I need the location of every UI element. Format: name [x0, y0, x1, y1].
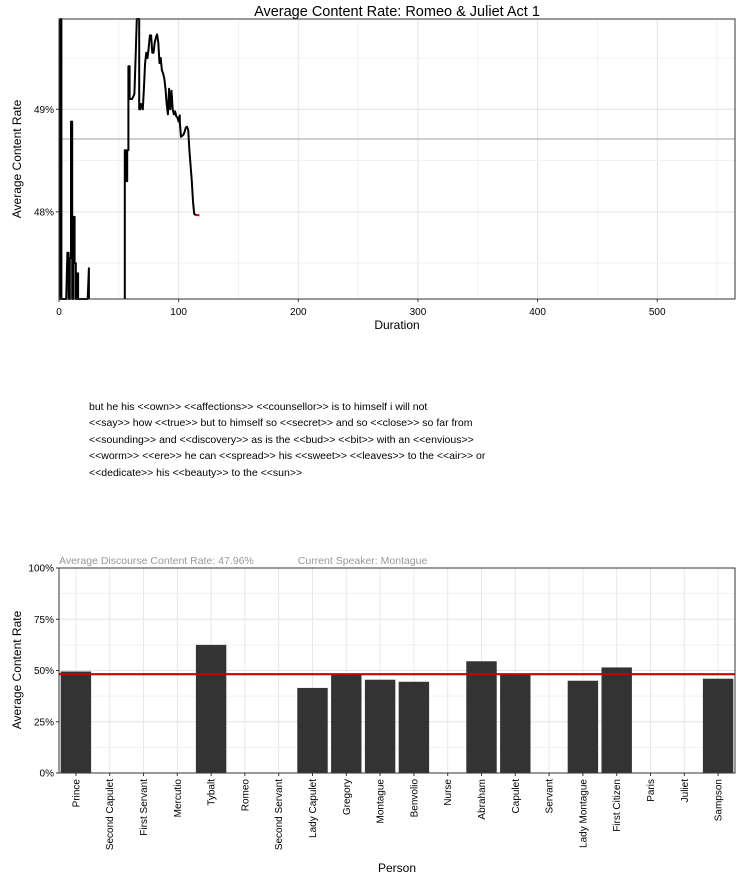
bottom-x-tick-label: Second Capulet	[105, 779, 116, 850]
bottom-x-tick-label: Nurse	[443, 779, 454, 806]
top-x-tick-label: 0	[56, 307, 62, 318]
bottom-x-tick-label: Lady Capulet	[308, 779, 319, 838]
discourse-rate-label: Average Discourse Content Rate: 47.96%	[59, 555, 254, 567]
bottom-y-tick-label: 75%	[34, 615, 54, 626]
top-x-axis-label: Duration	[374, 318, 419, 332]
top-y-axis: 48% 49%	[34, 105, 59, 218]
top-x-tick-label: 300	[410, 307, 427, 318]
top-plot-border	[58, 18, 736, 300]
top-y-tick-label: 49%	[34, 105, 54, 116]
bar-lady-montague	[567, 680, 599, 773]
bar-gregory	[331, 673, 362, 773]
bottom-x-tick-label: Gregory	[342, 779, 353, 815]
bar-first-citizen	[601, 667, 632, 773]
bottom-y-tick-label: 0%	[40, 769, 55, 780]
bottom-x-tick-label: Servant	[545, 779, 556, 814]
bottom-x-tick-label: Second Servant	[274, 779, 285, 850]
bottom-x-tick-label: Lady Montague	[578, 779, 589, 848]
top-line-chart: Average Content Rate: Romeo & Juliet Act…	[10, 4, 736, 332]
bottom-x-tick-label: Abraham	[477, 779, 488, 820]
top-x-tick-label: 400	[529, 307, 546, 318]
bottom-y-axis-label: Average Content Rate	[10, 610, 24, 729]
top-series-line-2	[123, 18, 197, 299]
bottom-x-axis: Prince Second Capulet First Servant Mercuti…	[71, 773, 725, 850]
top-x-axis: 0 100 200 300 400 500	[56, 299, 666, 318]
bar-montague	[364, 679, 396, 773]
speech-line: <<worm>> <<ere>> he can <<spread>> his <…	[89, 450, 486, 463]
bar-sampson	[702, 678, 734, 773]
bottom-chart-bars	[60, 644, 734, 773]
bottom-x-tick-label: First Servant	[139, 779, 150, 836]
bottom-x-tick-label: Mercutio	[173, 779, 184, 818]
bottom-x-tick-label: First Citizen	[612, 779, 623, 832]
speech-text-block: but he his <<own>> <<affections>> <<coun…	[89, 399, 529, 481]
top-x-tick-label: 500	[649, 307, 666, 318]
bottom-y-tick-label: 25%	[34, 717, 54, 728]
top-series-line-1	[59, 18, 90, 300]
speech-line: but he his <<own>> <<affections>> <<coun…	[89, 401, 428, 413]
bottom-y-tick-label: 50%	[34, 666, 54, 677]
bottom-x-tick-label: Romeo	[240, 779, 251, 812]
speech-line: <<sounding>> and <<discovery>> as is the…	[89, 433, 474, 446]
top-chart-grid	[59, 19, 735, 299]
bar-tybalt	[195, 644, 227, 773]
bottom-x-tick-label: Juliet	[680, 779, 691, 803]
bar-abraham	[466, 661, 497, 773]
bottom-x-tick-label: Tybalt	[207, 779, 218, 806]
bottom-chart-grid	[59, 567, 735, 774]
bar-prince	[60, 671, 92, 773]
bottom-x-tick-label: Benvolio	[409, 779, 420, 818]
bar-lady-capulet	[297, 687, 328, 773]
top-x-tick-label: 200	[290, 307, 307, 318]
top-x-tick-label: 100	[170, 307, 187, 318]
bottom-y-axis: 0% 25% 50% 75% 100%	[28, 564, 59, 780]
bottom-x-tick-label: Paris	[646, 779, 657, 802]
bottom-bar-chart: 0% 25% 50% 75% 100% Prince Second Capulet Firs…	[10, 564, 736, 875]
bar-capulet	[500, 673, 531, 773]
top-end-marker	[195, 213, 200, 217]
speech-line: <<dedicate>> his <<beauty>> to the <<sun…	[89, 466, 303, 479]
speech-line: <<say>> how <<true>> but to himself so <…	[89, 417, 473, 430]
bottom-y-tick-label: 100%	[28, 564, 54, 575]
top-y-tick-label: 48%	[34, 207, 54, 218]
bottom-x-tick-label: Prince	[71, 779, 82, 808]
status-line: Average Discourse Content Rate: 47.96% Cu…	[59, 555, 427, 567]
top-chart-title: Average Content Rate: Romeo & Juliet Act…	[254, 4, 540, 20]
top-y-axis-label: Average Content Rate	[10, 99, 24, 218]
bar-benvolio	[398, 681, 430, 773]
bottom-x-tick-label: Sampson	[714, 779, 725, 821]
current-speaker-label: Current Speaker: Montague	[297, 555, 428, 567]
bottom-x-tick-label: Montague	[376, 779, 387, 824]
bottom-x-tick-label: Capulet	[511, 779, 522, 814]
bottom-x-axis-label: Person	[378, 861, 416, 875]
